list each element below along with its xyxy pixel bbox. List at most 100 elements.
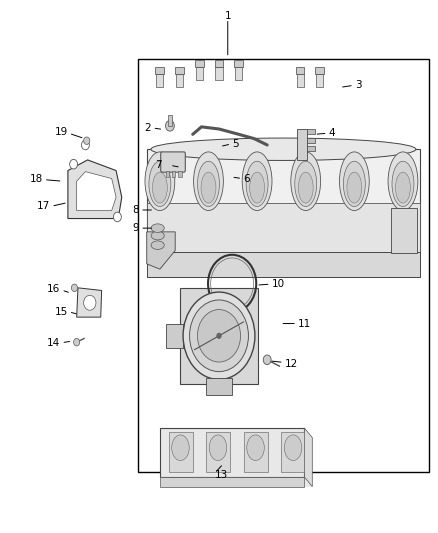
Ellipse shape — [295, 161, 317, 206]
Text: 18: 18 — [30, 174, 43, 183]
Ellipse shape — [201, 172, 216, 203]
Text: 5: 5 — [232, 139, 239, 149]
Ellipse shape — [396, 172, 410, 203]
Text: 2: 2 — [145, 123, 151, 133]
Ellipse shape — [151, 224, 164, 232]
Bar — [175, 67, 184, 74]
Ellipse shape — [172, 435, 189, 461]
Text: 8: 8 — [133, 205, 139, 215]
Bar — [160, 428, 304, 477]
Bar — [147, 252, 420, 277]
Circle shape — [183, 292, 255, 379]
Ellipse shape — [347, 172, 362, 203]
Text: 1: 1 — [224, 11, 231, 21]
Ellipse shape — [242, 152, 272, 211]
Circle shape — [81, 140, 89, 150]
Text: 16: 16 — [47, 284, 60, 294]
Bar — [147, 203, 420, 253]
Ellipse shape — [284, 435, 302, 461]
Bar — [160, 477, 304, 487]
Bar — [147, 149, 420, 253]
Bar — [235, 67, 242, 80]
Ellipse shape — [151, 231, 164, 240]
Circle shape — [263, 355, 271, 365]
Polygon shape — [168, 438, 312, 487]
Bar — [178, 171, 182, 177]
Circle shape — [84, 137, 90, 144]
Circle shape — [74, 338, 80, 346]
Bar — [307, 129, 315, 134]
Bar — [297, 74, 304, 87]
Polygon shape — [68, 160, 122, 219]
Bar — [155, 67, 164, 74]
Ellipse shape — [298, 172, 313, 203]
Text: 14: 14 — [47, 338, 60, 348]
Ellipse shape — [246, 161, 268, 206]
Ellipse shape — [392, 161, 414, 206]
Bar — [176, 74, 183, 87]
Bar — [244, 432, 268, 472]
Ellipse shape — [339, 152, 369, 211]
Bar — [195, 60, 204, 67]
Bar — [296, 67, 304, 74]
Ellipse shape — [250, 172, 265, 203]
Ellipse shape — [194, 152, 223, 211]
Polygon shape — [147, 232, 175, 269]
Text: 4: 4 — [328, 128, 335, 138]
Text: 13: 13 — [215, 471, 228, 480]
Text: 11: 11 — [298, 319, 311, 328]
Circle shape — [71, 284, 78, 292]
Bar — [281, 432, 305, 472]
Ellipse shape — [145, 152, 175, 211]
Ellipse shape — [291, 152, 321, 211]
Circle shape — [190, 300, 248, 372]
Bar — [316, 74, 323, 87]
Ellipse shape — [149, 161, 171, 206]
Ellipse shape — [247, 435, 264, 461]
Bar — [206, 432, 230, 472]
Ellipse shape — [151, 241, 164, 249]
Bar — [206, 378, 232, 395]
Bar — [215, 60, 223, 67]
Bar — [138, 59, 429, 472]
Circle shape — [70, 159, 78, 169]
Circle shape — [113, 212, 121, 222]
Bar — [234, 60, 243, 67]
Bar — [307, 138, 315, 143]
Bar — [307, 146, 315, 151]
Bar — [196, 67, 203, 80]
FancyBboxPatch shape — [161, 152, 185, 172]
Circle shape — [198, 310, 240, 362]
Circle shape — [217, 333, 221, 338]
Circle shape — [166, 120, 174, 131]
Bar — [297, 129, 307, 160]
Ellipse shape — [388, 152, 418, 211]
Bar — [315, 67, 324, 74]
Bar — [172, 171, 175, 177]
Bar — [169, 432, 193, 472]
Bar — [180, 288, 258, 384]
Text: 9: 9 — [133, 223, 139, 233]
Polygon shape — [77, 288, 102, 317]
Ellipse shape — [152, 172, 167, 203]
Text: 17: 17 — [37, 201, 50, 211]
Text: 15: 15 — [55, 307, 68, 317]
Text: 12: 12 — [285, 359, 298, 368]
Bar — [215, 67, 223, 80]
Bar — [156, 74, 163, 87]
Ellipse shape — [198, 161, 219, 206]
Text: 19: 19 — [55, 127, 68, 137]
Text: 3: 3 — [355, 80, 361, 90]
Ellipse shape — [343, 161, 365, 206]
Bar — [166, 171, 169, 177]
Bar — [391, 208, 417, 253]
Circle shape — [84, 295, 96, 310]
Bar — [166, 324, 183, 348]
Ellipse shape — [151, 138, 416, 160]
Text: 7: 7 — [155, 160, 162, 170]
Polygon shape — [77, 172, 116, 211]
Text: 6: 6 — [243, 174, 250, 183]
Polygon shape — [304, 428, 312, 487]
Ellipse shape — [209, 435, 227, 461]
Text: 10: 10 — [272, 279, 285, 289]
